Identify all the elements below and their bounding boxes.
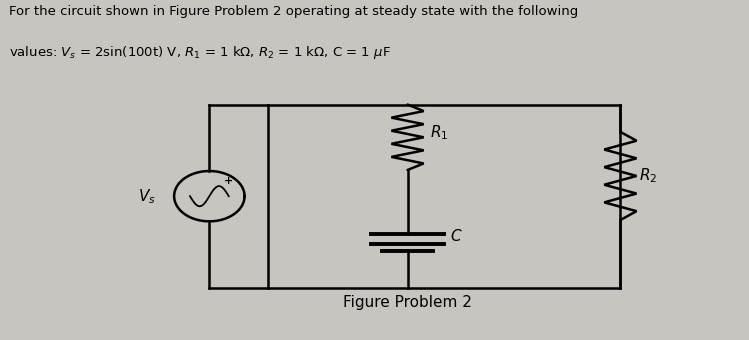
Text: +: + — [224, 175, 234, 186]
Text: $R_1$: $R_1$ — [430, 123, 448, 142]
Text: $V_s$: $V_s$ — [138, 187, 156, 205]
Text: values: $V_s$ = 2sin(100t) V, $R_1$ = 1 k$\Omega$, $R_2$ = 1 k$\Omega$, C = 1 $\: values: $V_s$ = 2sin(100t) V, $R_1$ = 1 … — [9, 44, 391, 61]
Text: $C$: $C$ — [450, 228, 463, 244]
Text: $R_2$: $R_2$ — [639, 167, 657, 185]
Text: For the circuit shown in Figure Problem 2 operating at steady state with the fol: For the circuit shown in Figure Problem … — [9, 5, 578, 18]
Text: Figure Problem 2: Figure Problem 2 — [343, 295, 472, 310]
